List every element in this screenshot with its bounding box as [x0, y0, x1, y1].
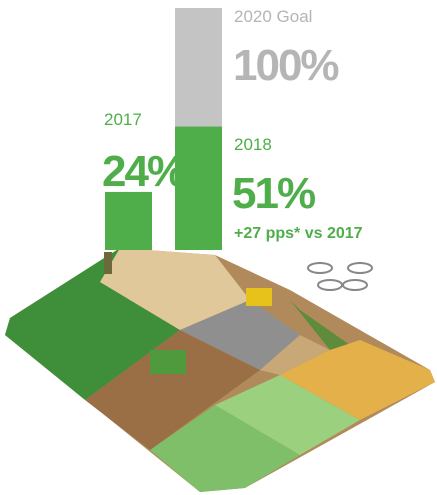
farm-illustration	[5, 248, 435, 492]
category-label: 2018	[234, 135, 272, 154]
value-label: 51%	[232, 169, 315, 218]
value-label: 24%	[102, 147, 185, 196]
bar	[105, 191, 152, 250]
bar	[175, 126, 222, 250]
goal-value-label: 100%	[233, 41, 338, 90]
goal-label: 2020 Goal	[234, 7, 312, 26]
annotation: +27 pps* vs 2017	[234, 225, 363, 242]
category-label: 2017	[104, 110, 142, 129]
